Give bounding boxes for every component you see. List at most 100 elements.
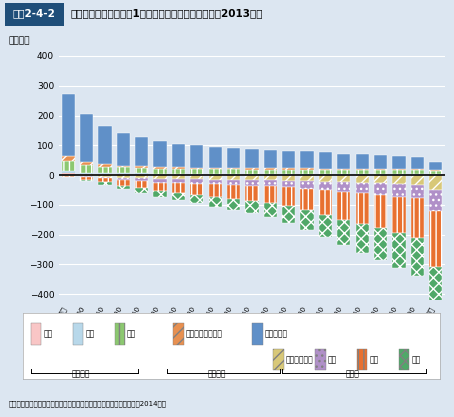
- Text: 介護: 介護: [85, 329, 94, 339]
- Bar: [208, 169, 222, 173]
- Bar: [117, 178, 130, 180]
- Bar: [80, 114, 93, 162]
- Bar: [301, 168, 314, 170]
- Text: 年金: 年金: [370, 355, 379, 364]
- Bar: [153, 141, 167, 167]
- Bar: [429, 170, 442, 171]
- Bar: [392, 173, 405, 175]
- Bar: [337, 175, 350, 182]
- Bar: [374, 183, 387, 195]
- Bar: [62, 94, 75, 156]
- Bar: [392, 233, 405, 268]
- Bar: [153, 179, 167, 183]
- Bar: [117, 166, 130, 167]
- Bar: [411, 170, 424, 173]
- Bar: [99, 173, 112, 174]
- Bar: [355, 175, 369, 183]
- Bar: [62, 156, 75, 161]
- Bar: [99, 164, 112, 166]
- Bar: [411, 168, 424, 170]
- Bar: [153, 191, 167, 196]
- Bar: [264, 186, 277, 203]
- Bar: [411, 173, 424, 175]
- Text: （万円）: （万円）: [9, 36, 30, 45]
- Bar: [374, 170, 387, 173]
- Bar: [190, 184, 203, 195]
- Bar: [80, 173, 93, 174]
- Bar: [355, 168, 369, 170]
- Bar: [135, 168, 148, 173]
- Bar: [62, 171, 75, 173]
- Text: 年金・恩給: 年金・恩給: [265, 329, 288, 339]
- Text: 当初所得金額階級別　1世帯当たり受給額･負担額（2013年）: 当初所得金額階級別 1世帯当たり受給額･負担額（2013年）: [70, 8, 263, 18]
- Bar: [135, 188, 148, 193]
- Text: 現金給付: 現金給付: [207, 369, 226, 378]
- Bar: [264, 175, 277, 180]
- Bar: [245, 201, 259, 213]
- Bar: [429, 190, 442, 211]
- Bar: [374, 155, 387, 168]
- Bar: [301, 170, 314, 173]
- Bar: [80, 175, 93, 176]
- Bar: [173, 324, 183, 345]
- Bar: [135, 178, 148, 181]
- Bar: [411, 185, 424, 198]
- Bar: [337, 168, 350, 170]
- Bar: [208, 197, 222, 207]
- Bar: [337, 154, 350, 168]
- Bar: [264, 150, 277, 168]
- Bar: [135, 166, 148, 168]
- Text: 図表2-4-2: 図表2-4-2: [13, 8, 55, 18]
- Bar: [80, 165, 93, 173]
- Bar: [99, 126, 112, 164]
- Bar: [355, 170, 369, 173]
- Bar: [337, 192, 350, 219]
- Bar: [355, 183, 369, 193]
- Bar: [172, 167, 185, 169]
- Bar: [355, 193, 369, 224]
- Bar: [190, 179, 203, 184]
- Bar: [172, 183, 185, 193]
- Bar: [172, 173, 185, 175]
- Bar: [227, 173, 240, 175]
- Bar: [374, 175, 387, 183]
- Bar: [80, 177, 93, 180]
- Bar: [62, 161, 75, 171]
- Bar: [80, 176, 93, 177]
- Bar: [80, 174, 93, 175]
- Bar: [99, 178, 112, 182]
- Bar: [135, 175, 148, 178]
- Bar: [172, 193, 185, 200]
- Bar: [319, 173, 332, 175]
- Bar: [117, 167, 130, 173]
- Bar: [282, 206, 296, 223]
- Bar: [135, 181, 148, 188]
- Text: 負担額: 負担額: [346, 369, 360, 378]
- Bar: [245, 175, 259, 180]
- Bar: [429, 175, 442, 190]
- Bar: [319, 168, 332, 170]
- Bar: [301, 181, 314, 188]
- Bar: [411, 238, 424, 276]
- Bar: [337, 173, 350, 175]
- Bar: [190, 175, 203, 179]
- Bar: [208, 180, 222, 184]
- Bar: [227, 169, 240, 173]
- Bar: [172, 143, 185, 167]
- Bar: [429, 267, 442, 321]
- Text: 税金: 税金: [411, 355, 420, 364]
- Bar: [62, 173, 75, 175]
- Text: 保育: 保育: [44, 329, 53, 339]
- Bar: [73, 324, 83, 345]
- Bar: [99, 175, 112, 177]
- Bar: [117, 175, 130, 178]
- Text: その他の現金給付: その他の現金給付: [186, 329, 222, 339]
- X-axis label: 当初所得金額階級: 当初所得金額階級: [231, 347, 273, 355]
- Bar: [117, 174, 130, 175]
- Bar: [301, 175, 314, 181]
- Bar: [117, 186, 130, 189]
- Bar: [172, 179, 185, 183]
- Bar: [282, 173, 296, 175]
- Bar: [429, 162, 442, 170]
- Bar: [245, 170, 259, 173]
